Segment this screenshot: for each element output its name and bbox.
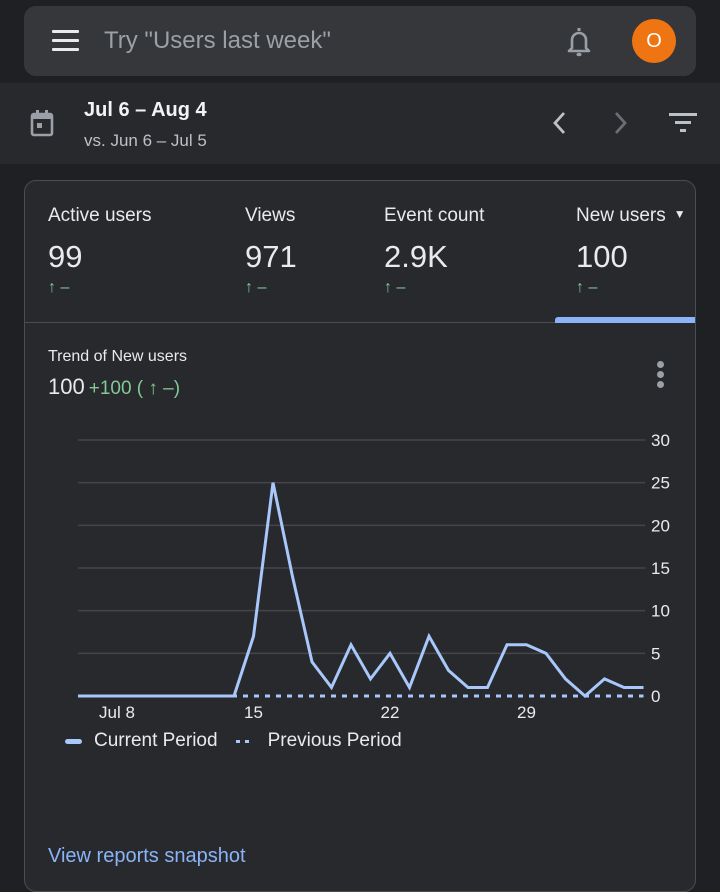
tab-delta: ↑ – bbox=[384, 279, 406, 296]
tab-label: Event count bbox=[384, 205, 485, 226]
comparison-range-label: vs. Jun 6 – Jul 5 bbox=[84, 131, 207, 150]
legend-previous-swatch bbox=[235, 739, 252, 743]
tab-value: 99 bbox=[48, 239, 83, 274]
trend-title: Trend of New users bbox=[48, 348, 188, 365]
tab-label: New users ▼ bbox=[576, 205, 686, 227]
tab-delta: ↑ – bbox=[576, 279, 598, 296]
x-tick-label: 15 bbox=[244, 703, 263, 722]
y-tick-label: 20 bbox=[651, 516, 670, 535]
y-tick-label: 10 bbox=[651, 602, 670, 621]
tab-value: 2.9K bbox=[384, 239, 448, 274]
trend-total: 100 bbox=[48, 374, 85, 399]
view-reports-snapshot-link[interactable]: View reports snapshot bbox=[48, 845, 246, 867]
y-tick-label: 30 bbox=[651, 431, 670, 450]
metric-tabs: Active users 99 ↑ – Views 971 ↑ – Event … bbox=[25, 181, 695, 323]
selected-tab-indicator bbox=[555, 317, 695, 323]
next-period-chevron-icon[interactable] bbox=[608, 109, 632, 137]
y-tick-label: 0 bbox=[651, 687, 660, 706]
tab-new-users[interactable]: New users ▼ 100 ↑ – bbox=[576, 181, 695, 323]
notification-bell-icon[interactable] bbox=[564, 26, 594, 58]
y-tick-label: 15 bbox=[651, 559, 670, 578]
account-avatar[interactable]: O bbox=[632, 19, 676, 63]
date-range-bar: Jul 6 – Aug 4 vs. Jun 6 – Jul 5 bbox=[0, 82, 720, 164]
x-tick-label: 29 bbox=[517, 703, 536, 722]
tab-value: 971 bbox=[245, 239, 297, 274]
date-range-label[interactable]: Jul 6 – Aug 4 bbox=[84, 99, 207, 121]
metrics-card: Active users 99 ↑ – Views 971 ↑ – Event … bbox=[24, 180, 696, 892]
dropdown-caret-icon[interactable]: ▼ bbox=[673, 207, 686, 221]
chart-legend: Current Period Previous Period bbox=[65, 729, 402, 753]
tab-active-users[interactable]: Active users 99 ↑ – bbox=[48, 181, 238, 323]
y-tick-label: 5 bbox=[651, 644, 660, 663]
legend-previous-label: Previous Period bbox=[267, 730, 402, 751]
trend-summary: 100 +100 ( ↑ –) bbox=[48, 374, 180, 400]
legend-current-swatch bbox=[65, 738, 82, 744]
current-period-line bbox=[78, 482, 644, 698]
tab-label: Active users bbox=[48, 205, 152, 226]
trend-delta: +100 ( ↑ –) bbox=[88, 378, 181, 399]
tab-views[interactable]: Views 971 ↑ – bbox=[245, 181, 375, 323]
tab-value: 100 bbox=[576, 239, 628, 274]
tab-event-count[interactable]: Event count 2.9K ↑ – bbox=[384, 181, 564, 323]
y-tick-label: 25 bbox=[651, 474, 670, 493]
more-options-icon[interactable] bbox=[653, 361, 667, 391]
calendar-icon[interactable] bbox=[30, 109, 54, 137]
search-input[interactable] bbox=[104, 24, 524, 58]
previous-period-chevron-icon[interactable] bbox=[548, 109, 572, 137]
tab-delta: ↑ – bbox=[48, 279, 70, 296]
tab-label-text: New users bbox=[576, 205, 666, 226]
tab-delta: ↑ – bbox=[245, 279, 267, 296]
x-tick-label: 22 bbox=[381, 703, 400, 722]
tab-label: Views bbox=[245, 205, 296, 226]
hamburger-menu-icon[interactable] bbox=[52, 30, 79, 51]
filter-icon[interactable] bbox=[668, 111, 698, 135]
x-tick-label: Jul 8 bbox=[99, 703, 135, 722]
legend-current-label: Current Period bbox=[94, 730, 218, 751]
top-search-bar: O bbox=[24, 6, 696, 76]
